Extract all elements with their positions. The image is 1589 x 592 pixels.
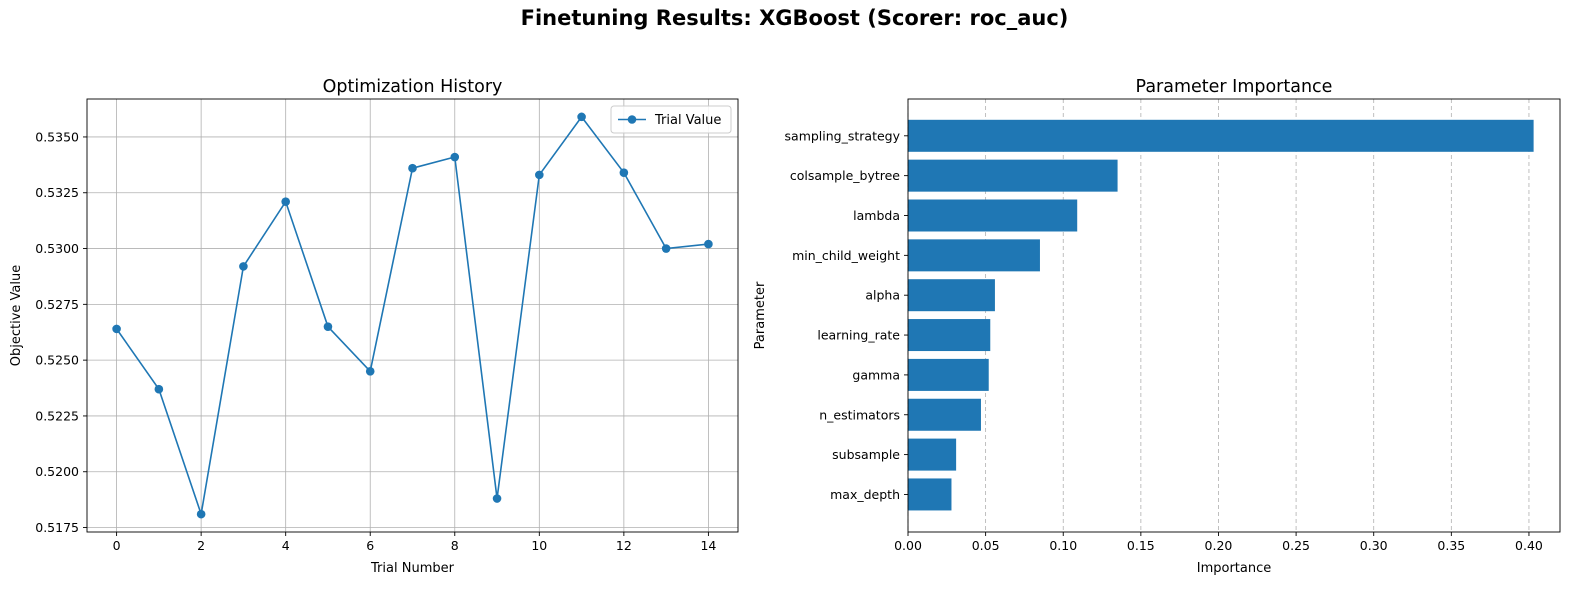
category-label: max_depth [830, 487, 900, 502]
x-tick-label: 6 [366, 538, 374, 553]
data-point [239, 262, 248, 271]
category-label: n_estimators [819, 407, 900, 422]
category-label: min_child_weight [792, 248, 900, 263]
importance-bar [908, 319, 991, 352]
x-tick-label: 0.05 [972, 538, 1000, 553]
legend: Trial Value [610, 105, 732, 134]
importance-bar [908, 279, 995, 312]
data-point [535, 170, 544, 180]
importance-bar [908, 478, 952, 511]
x-axis-label: Importance [1197, 561, 1272, 576]
importance-bar [908, 438, 957, 471]
parameter-importance-chart: 0.00 0.05 0.10 0.15 0.20 0.25 0.30 0.35 0.40 samp… [753, 77, 1561, 576]
data-point [619, 168, 629, 177]
y-tick-label: 0.5325 [35, 185, 79, 200]
x-tick-label: 0.20 [1205, 538, 1233, 553]
series-line [115, 115, 709, 515]
data-point [323, 322, 333, 331]
data-point [112, 324, 121, 334]
data-point [661, 244, 671, 253]
importance-bar [908, 199, 1078, 232]
x-tick-label: 0.15 [1127, 538, 1155, 553]
y-tick-label: 0.5275 [35, 297, 79, 312]
data-point [196, 509, 206, 519]
y-tick-label: 0.5300 [35, 241, 79, 256]
x-tick-label: 8 [451, 538, 459, 553]
importance-bar [908, 159, 1118, 192]
data-point [704, 239, 713, 249]
importance-bar [908, 398, 981, 431]
x-tick-label: 0.10 [1049, 538, 1077, 553]
category-label: subsample [832, 447, 900, 462]
x-tick-label: 0.35 [1437, 538, 1465, 553]
legend-box [610, 105, 732, 134]
data-point [408, 163, 417, 173]
plot-frame [86, 98, 739, 533]
figure-title: Finetuning Results: XGBoost (Scorer: roc… [520, 6, 1069, 30]
data-point [492, 494, 502, 503]
category-label: learning_rate [817, 328, 900, 343]
x-tick-label: 0.40 [1515, 538, 1543, 553]
x-tick-label: 2 [197, 538, 205, 553]
y-axis-label: Parameter [753, 281, 768, 349]
data-point [154, 384, 164, 394]
x-tick-label: 14 [700, 538, 716, 553]
y-tick-label: 0.5175 [35, 520, 79, 535]
data-point [365, 366, 375, 376]
category-label: colsample_bytree [790, 168, 900, 183]
y-tick-label: 0.5225 [35, 408, 79, 423]
x-tick-label: 4 [282, 538, 290, 553]
y-tick-label: 0.5250 [35, 353, 79, 368]
x-tick-label: 0.00 [894, 538, 922, 553]
x-tick-label: 12 [616, 538, 632, 553]
x-axis-label: Trial Number [370, 561, 455, 576]
x-tick-label: 0.30 [1360, 538, 1388, 553]
chart-title: Optimization History [323, 77, 503, 97]
category-label: gamma [852, 367, 900, 382]
legend-label: Trial Value [654, 113, 721, 128]
importance-bar [908, 239, 1040, 272]
optimization-history-chart: 0 2 4 6 8 10 12 14 0.5175 0.5200 0.5225 0.5250 0.527… [9, 77, 739, 576]
y-tick-label: 0.5200 [35, 464, 79, 479]
importance-bar [908, 119, 1534, 152]
category-label: alpha [865, 288, 900, 303]
data-point [577, 112, 586, 122]
importance-bar [908, 358, 989, 391]
y-tick-label: 0.5350 [35, 129, 79, 144]
category-label: sampling_strategy [785, 128, 901, 143]
legend-marker [627, 115, 637, 124]
x-tick-label: 0 [113, 538, 121, 553]
category-label: lambda [853, 208, 900, 223]
y-axis-label: Objective Value [9, 265, 24, 366]
x-tick-label: 10 [531, 538, 547, 553]
x-tick-label: 0.25 [1282, 538, 1310, 553]
data-point [281, 197, 290, 206]
data-point [450, 152, 460, 162]
plot-frame [907, 98, 1561, 533]
chart-title: Parameter Importance [1136, 77, 1333, 97]
